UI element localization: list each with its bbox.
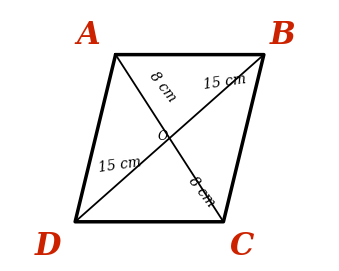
Text: D: D [35, 231, 61, 262]
Text: 8 cm: 8 cm [186, 174, 218, 210]
Text: O: O [158, 130, 168, 143]
Text: C: C [230, 231, 255, 262]
Text: 15 cm: 15 cm [202, 72, 247, 92]
Text: B: B [270, 20, 296, 51]
Text: A: A [77, 20, 100, 51]
Text: 15 cm: 15 cm [97, 155, 142, 175]
Text: 8 cm: 8 cm [147, 69, 179, 105]
